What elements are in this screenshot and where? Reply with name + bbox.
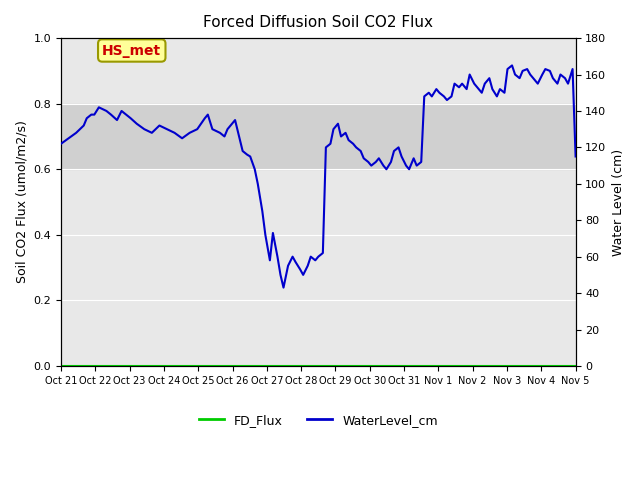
Title: Forced Diffusion Soil CO2 Flux: Forced Diffusion Soil CO2 Flux: [204, 15, 433, 30]
Bar: [61, 104, 575, 169]
Y-axis label: Soil CO2 Flux (umol/m2/s): Soil CO2 Flux (umol/m2/s): [15, 120, 28, 284]
Legend: FD_Flux, WaterLevel_cm: FD_Flux, WaterLevel_cm: [193, 409, 443, 432]
Text: HS_met: HS_met: [102, 44, 161, 58]
Y-axis label: Water Level (cm): Water Level (cm): [612, 148, 625, 255]
